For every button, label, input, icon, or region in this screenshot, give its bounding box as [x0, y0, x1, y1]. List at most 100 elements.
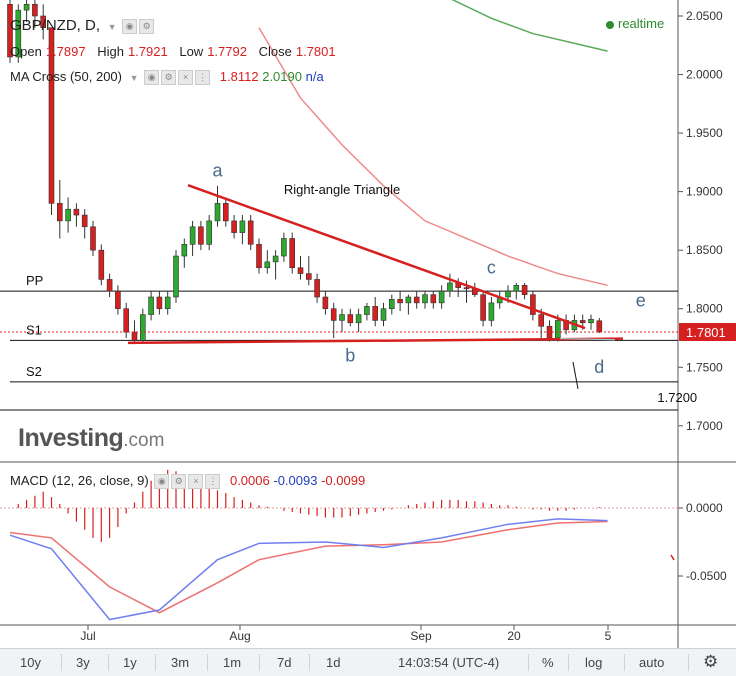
- candle-body: [247, 220, 254, 245]
- candle-body: [48, 27, 55, 204]
- candle-body: [98, 249, 105, 280]
- more-icon[interactable]: ⋮: [195, 70, 211, 86]
- macd-legend: MACD (12, 26, close, 9) ◉ ⚙ × ⋮ 0.0006 -0.0…: [10, 473, 365, 490]
- wave-label: c: [487, 258, 496, 278]
- symbol-label[interactable]: GBP/NZD, D,: [10, 17, 101, 34]
- y-tick-label: 1.7500: [686, 360, 723, 374]
- candle-body: [538, 314, 545, 327]
- range-3m-button[interactable]: 3m: [171, 655, 190, 670]
- more-icon[interactable]: ⋮: [205, 474, 221, 490]
- range-3y-button[interactable]: 3y: [76, 655, 90, 670]
- percent-toggle[interactable]: %: [542, 655, 554, 670]
- candle-body: [422, 294, 428, 304]
- candle-body: [214, 203, 221, 222]
- status-dot-icon: [606, 20, 614, 29]
- candle-body: [314, 279, 320, 298]
- high-label: High: [97, 44, 124, 59]
- candle-body: [339, 314, 345, 321]
- macd-y-tick-label: -0.0500: [686, 569, 727, 583]
- candle-body: [90, 226, 96, 251]
- y-tick-label: 2.0500: [686, 9, 723, 23]
- realtime-indicator: realtime: [606, 16, 664, 31]
- candle-body: [297, 267, 304, 274]
- auto-toggle[interactable]: auto: [639, 655, 665, 670]
- candle-body: [256, 244, 262, 269]
- candle-body: [206, 220, 212, 245]
- clock-time: 14:03:54 (UTC-4): [398, 655, 500, 670]
- range-7d-button[interactable]: 7d: [277, 655, 292, 670]
- chevron-down-icon[interactable]: ▼: [107, 21, 117, 32]
- realtime-label: realtime: [618, 16, 665, 31]
- log-toggle[interactable]: log: [585, 655, 603, 670]
- chart-canvas[interactable]: 2.0500 2.0000 1.9500 1.9000 1.8500 1.8000 1.75…: [0, 0, 736, 648]
- close-label: Close: [258, 44, 292, 59]
- macd-line: [9, 518, 608, 621]
- range-1d-button[interactable]: 1d: [326, 655, 341, 670]
- candle-body: [223, 203, 229, 222]
- candle-body: [505, 290, 511, 298]
- gear-icon[interactable]: ⚙: [171, 474, 187, 490]
- macd-y-tick-label: 0.0000: [686, 501, 723, 515]
- gear-icon[interactable]: ⚙: [703, 652, 719, 671]
- wave-label: e: [636, 290, 646, 310]
- ma-cross-label[interactable]: MA Cross (50, 200): [10, 69, 122, 84]
- close-value: 1.7801: [295, 44, 336, 59]
- open-value: 1.7897: [45, 44, 86, 59]
- candle-body: [56, 203, 63, 222]
- candle-body: [131, 331, 138, 341]
- target-pointer: [572, 361, 579, 390]
- chevron-down-icon[interactable]: ▼: [129, 72, 139, 83]
- candle-body: [281, 238, 287, 257]
- candle-body: [148, 296, 154, 315]
- y-tick-label: 1.8500: [686, 243, 723, 257]
- candle-body: [65, 208, 71, 222]
- eye-icon[interactable]: ◉: [144, 70, 160, 86]
- triangle-upper-trendline: [187, 184, 586, 330]
- x-tick-label: Sep: [410, 629, 432, 643]
- ma-cross-value-3: n/a: [305, 69, 324, 84]
- candle-body: [554, 320, 561, 339]
- close-icon[interactable]: ×: [188, 474, 204, 490]
- macd-label[interactable]: MACD (12, 26, close, 9): [10, 473, 149, 488]
- annotation-text: Right-angle Triangle: [284, 182, 400, 197]
- ma-cross-value-2: 2.0190: [262, 69, 302, 84]
- candle-body: [513, 284, 520, 292]
- candle-body: [521, 284, 528, 295]
- wave-label: d: [594, 357, 604, 377]
- candle-body: [322, 296, 329, 310]
- candle-body: [198, 226, 204, 245]
- candle-body: [413, 296, 420, 304]
- open-label: Open: [10, 44, 42, 59]
- candle-body: [380, 308, 387, 321]
- symbol-legend: GBP/NZD, D, ▼ ◉ ⚙: [10, 17, 155, 35]
- candle-body: [239, 220, 246, 233]
- y-tick-label: 1.8000: [686, 302, 723, 316]
- pivot-label: S1: [26, 322, 42, 337]
- gear-icon[interactable]: ⚙: [161, 70, 177, 86]
- range-1y-button[interactable]: 1y: [123, 655, 137, 670]
- candle-body: [596, 320, 603, 333]
- candle-body: [430, 294, 437, 304]
- candle-body: [579, 320, 586, 324]
- range-1m-button[interactable]: 1m: [223, 655, 242, 670]
- triangle-lower-trendline: [127, 337, 624, 345]
- candle-body: [388, 299, 395, 310]
- candle-body: [73, 208, 80, 216]
- gear-icon[interactable]: ⚙: [139, 19, 155, 35]
- candle-body: [189, 226, 196, 245]
- range-10y-button[interactable]: 10y: [20, 655, 41, 670]
- investing-logo: Investing.com: [18, 424, 164, 453]
- close-icon[interactable]: ×: [178, 70, 194, 86]
- eye-icon[interactable]: ◉: [154, 474, 170, 490]
- candle-body: [397, 299, 403, 304]
- ma-cross-legend: MA Cross (50, 200) ▼ ◉ ⚙ × ⋮ 1.8112 2.0190 …: [10, 69, 324, 86]
- candle-body: [115, 290, 121, 310]
- candle-body: [7, 3, 13, 58]
- eye-icon[interactable]: ◉: [122, 19, 138, 35]
- candle-body: [289, 238, 296, 269]
- candle-body: [463, 287, 470, 290]
- candle-body: [106, 279, 113, 292]
- wave-label: a: [212, 160, 223, 180]
- candle-body: [123, 308, 129, 333]
- candle-body: [447, 282, 453, 292]
